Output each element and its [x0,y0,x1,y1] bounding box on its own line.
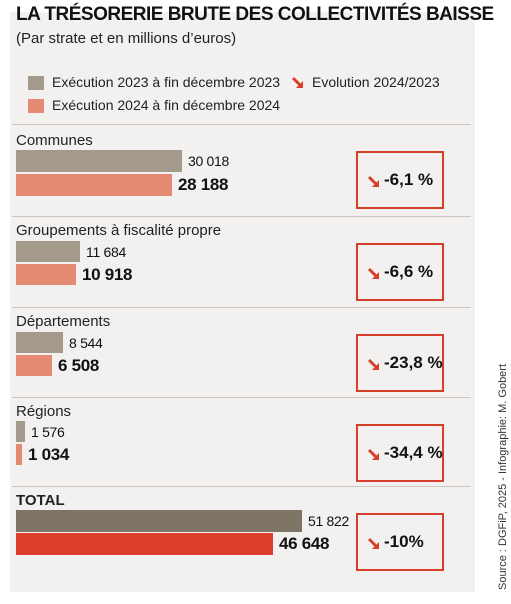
category-divider [12,216,471,217]
evolution-box: -6,1 % [356,151,444,209]
value-label-2023: 51 822 [308,513,350,529]
evolution-value: -6,1 % [384,170,434,189]
evolution-value: -34,4 % [384,443,443,462]
value-label-2024: 6 508 [58,356,100,375]
evolution-box: -6,6 % [356,243,444,301]
source-note: Source : DGFiP, 2025 - Infographie: M. G… [497,363,509,590]
category-divider [12,397,471,398]
legend-label-2024: Exécution 2024 à fin décembre 2024 [52,97,281,113]
legend-label-evolution: Evolution 2024/2023 [312,74,440,90]
arrow-down-right-icon [367,448,380,461]
category-divider [12,124,471,125]
bar-2023 [16,421,25,442]
value-label-2024: 10 918 [82,265,133,284]
chart-subtitle: (Par strate et en millions d’euros) [16,30,237,47]
bar-2023 [16,150,182,172]
legend-swatch-2024 [28,99,44,113]
arrow-down-right-icon [291,76,304,89]
evolution-value: -6,6 % [384,262,434,281]
arrow-down-right-icon [367,267,380,280]
value-label-2024: 1 034 [28,445,70,464]
category-label: TOTAL [16,492,65,509]
value-label-2023: 30 018 [188,153,230,169]
category-label: Communes [16,132,93,149]
bar-2024 [16,533,273,555]
arrow-down-right-icon [367,358,380,371]
chart-panel [10,12,475,592]
evolution-box: -10% [356,513,444,571]
category-label: Groupements à fiscalité propre [16,222,222,239]
evolution-value: -10% [384,532,424,551]
category-divider [12,486,471,487]
evolution-value: -23,8 % [384,353,443,372]
bar-2023 [16,241,80,262]
chart-title: LA TRÉSORERIE BRUTE DES COLLECTIVITÉS BA… [16,4,494,25]
bar-2023 [16,510,302,532]
value-label-2023: 11 684 [86,244,126,260]
value-label-2024: 28 188 [178,175,229,194]
category-divider [12,307,471,308]
arrow-down-right-icon [367,537,380,550]
legend-swatch-2023 [28,76,44,90]
bar-2024 [16,355,52,376]
bar-2024 [16,444,22,465]
arrow-down-right-icon [367,175,380,188]
evolution-box: -23,8 % [356,334,444,392]
category-label: Régions [16,403,72,420]
value-label-2024: 46 648 [279,534,330,553]
bar-2024 [16,174,172,196]
value-label-2023: 8 544 [69,335,103,351]
legend-label-2023: Exécution 2023 à fin décembre 2023 [52,74,281,90]
bar-2023 [16,332,63,353]
value-label-2023: 1 576 [31,424,65,440]
evolution-box: -34,4 % [356,424,444,482]
bar-2024 [16,264,76,285]
category-label: Départements [16,313,111,330]
